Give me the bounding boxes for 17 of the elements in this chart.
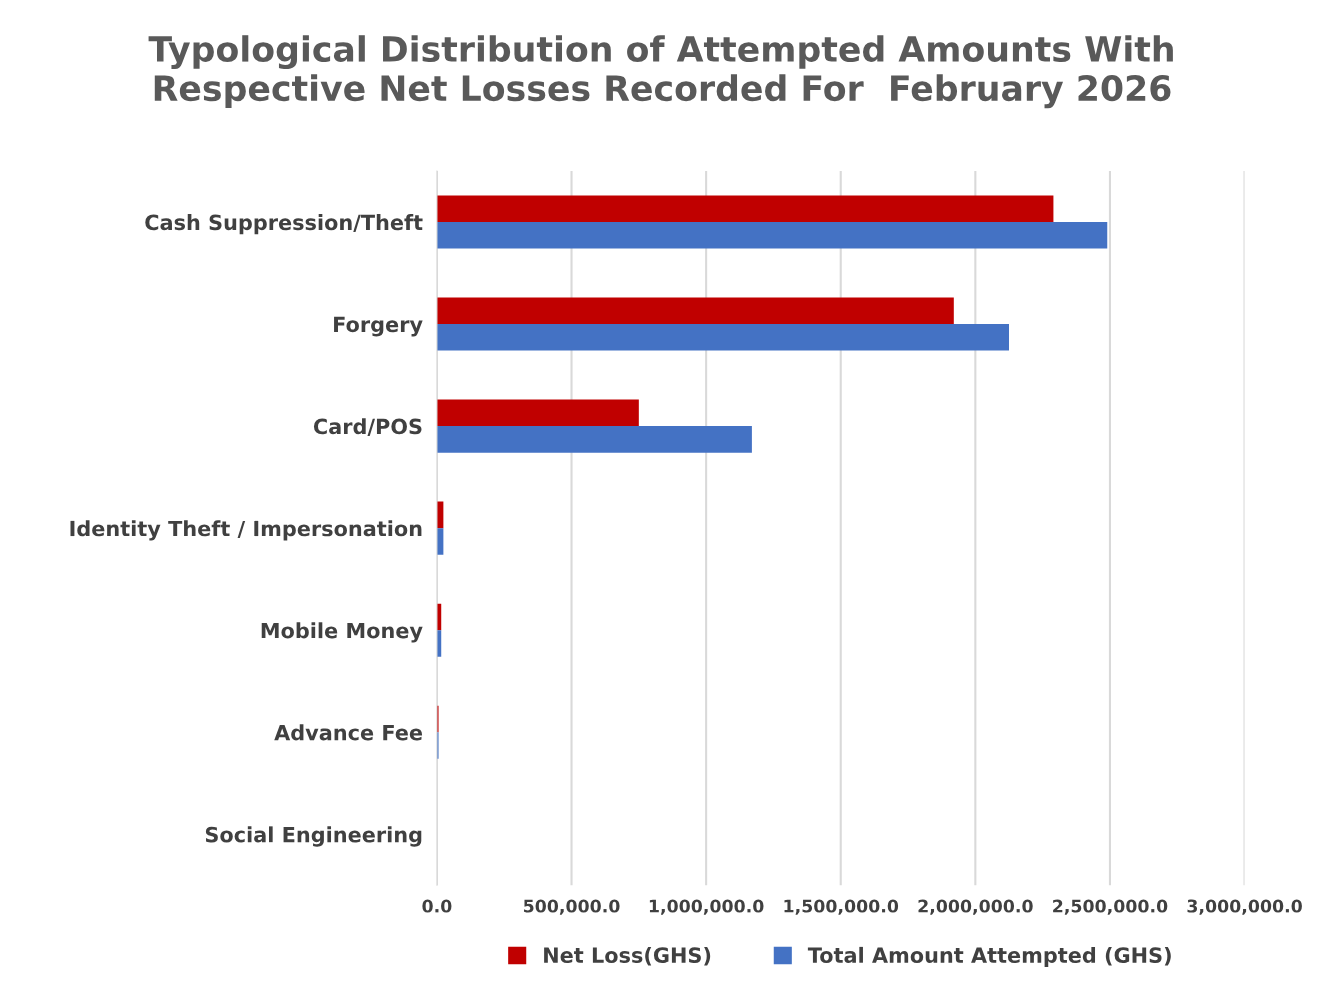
- x-tick-label: 500,000.0: [523, 899, 620, 915]
- chart-title: Typological Distribution of Attempted Amounts With Respective Net Losses Recorded For February 2026: [148, 35, 1173, 109]
- y-tick-label: Advance Fee: [274, 724, 423, 741]
- y-tick-label: Card/POS: [313, 418, 422, 436]
- y-tick-label: Identity Theft / Impersonation: [70, 520, 422, 541]
- y-tick-label: Social Engineering: [205, 826, 422, 847]
- y-tick-label: Forgery: [334, 316, 423, 337]
- legend-label: Net Loss(GHS): [544, 946, 711, 966]
- y-tick-label: Cash Suppression/Theft: [145, 214, 423, 235]
- legend-label: Total Amount Attempted (GHS): [807, 946, 1171, 968]
- x-tick-label: 3,000,000.0: [1187, 899, 1302, 915]
- x-tick-label: 0.0: [422, 899, 452, 913]
- x-tick-label: 1,000,000.0: [649, 899, 764, 915]
- x-tick-label: 1,500,000.0: [784, 899, 899, 915]
- x-tick-label: 2,000,000.0: [918, 899, 1033, 915]
- y-tick-label: Mobile Money: [261, 622, 423, 643]
- x-tick-label: 2,500,000.0: [1053, 899, 1168, 915]
